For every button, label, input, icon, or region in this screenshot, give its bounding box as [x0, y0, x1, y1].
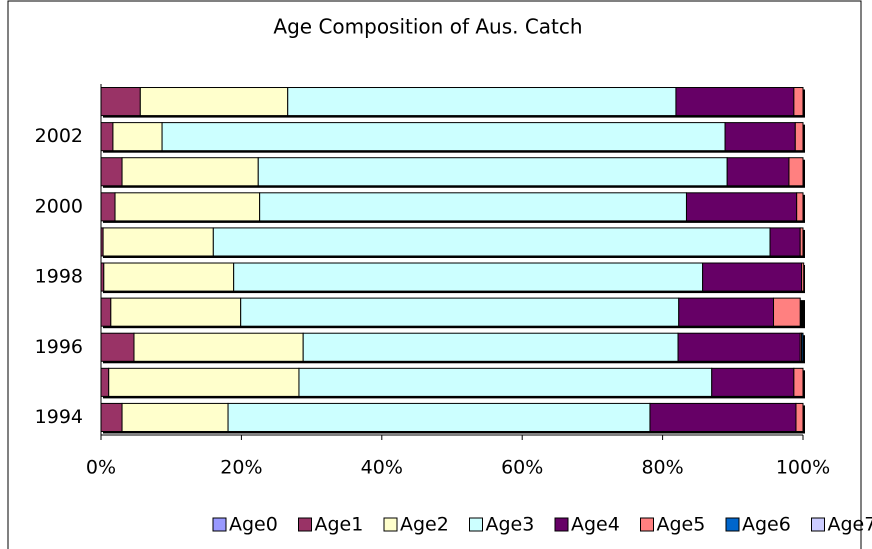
bar-segment — [724, 122, 796, 152]
bar-segment — [649, 402, 797, 432]
bar-segment — [100, 192, 116, 222]
bar-segment — [121, 402, 229, 432]
bar-segment — [788, 157, 804, 187]
y-tick-label: 1996 — [35, 336, 83, 358]
bar-segment — [100, 157, 123, 187]
bar-segment — [675, 87, 795, 117]
bar-segment — [799, 227, 804, 257]
bar-segment — [773, 297, 801, 327]
x-tick-label: 0% — [86, 457, 116, 479]
bar-segment — [801, 262, 805, 292]
bar-segment — [685, 192, 798, 222]
legend-label: Age4 — [571, 514, 620, 536]
bar-segment — [100, 402, 123, 432]
bar-segment — [108, 367, 300, 397]
bar-segment — [793, 87, 804, 117]
bar-segment — [100, 297, 112, 327]
bar-segment — [112, 122, 163, 152]
legend-label: Age7 — [828, 514, 872, 536]
legend-swatch — [640, 517, 654, 532]
bar-segment — [702, 262, 803, 292]
bar-segment — [287, 87, 677, 117]
bar-segment — [793, 367, 804, 397]
bar-segment — [227, 402, 651, 432]
bar-segment — [257, 157, 728, 187]
bar-segment — [726, 157, 790, 187]
bar-segment — [678, 297, 775, 327]
y-tick-label: 1994 — [35, 406, 83, 428]
bar-segment — [103, 262, 235, 292]
x-tick-label: 40% — [361, 457, 403, 479]
bar-segment — [100, 122, 114, 152]
bar-segment — [212, 227, 771, 257]
bar-segment — [100, 367, 110, 397]
x-tick-label: 80% — [641, 457, 683, 479]
legend-label: Age5 — [657, 514, 706, 536]
bar-segment — [677, 332, 801, 362]
bar-segment — [110, 297, 242, 327]
bar-segment — [233, 262, 704, 292]
bar-segment — [102, 227, 214, 257]
bar-segment — [100, 332, 135, 362]
x-tick-label: 20% — [220, 457, 262, 479]
y-tick-label: 1998 — [35, 266, 83, 288]
bar-segment — [121, 157, 259, 187]
bar-segment — [769, 227, 801, 257]
bar-segment — [302, 332, 679, 362]
bar-segment — [240, 297, 680, 327]
y-tick-label: 2000 — [35, 195, 83, 217]
bar-segment — [133, 332, 304, 362]
legend-swatch — [383, 517, 398, 532]
bar-segment — [796, 192, 804, 222]
bar-segment — [100, 87, 141, 117]
legend-swatch — [725, 517, 740, 532]
chart-title: Age Composition of Aus. Catch — [273, 15, 582, 39]
legend-swatch — [298, 517, 312, 532]
bar-segment — [794, 122, 804, 152]
bar-segment — [795, 402, 804, 432]
y-tick-label: 2002 — [35, 125, 83, 147]
bar-segment — [711, 367, 795, 397]
bar-segment — [114, 192, 261, 222]
bar-segment — [259, 192, 687, 222]
legend-label: Age0 — [229, 514, 278, 536]
bar-segment — [801, 332, 804, 362]
legend-swatch — [811, 517, 825, 532]
legend-swatch — [469, 517, 483, 532]
x-tick-label: 60% — [501, 457, 543, 479]
legend-label: Age6 — [742, 514, 791, 536]
legend-swatch — [554, 517, 569, 532]
legend-label: Age2 — [400, 514, 449, 536]
legend-swatch — [212, 517, 227, 532]
x-tick-label: 100% — [776, 457, 830, 479]
bar-segment — [298, 367, 713, 397]
legend-label: Age3 — [486, 514, 535, 536]
bar-segment — [161, 122, 726, 152]
legend-label: Age1 — [315, 514, 364, 536]
bar-segment — [139, 87, 289, 117]
